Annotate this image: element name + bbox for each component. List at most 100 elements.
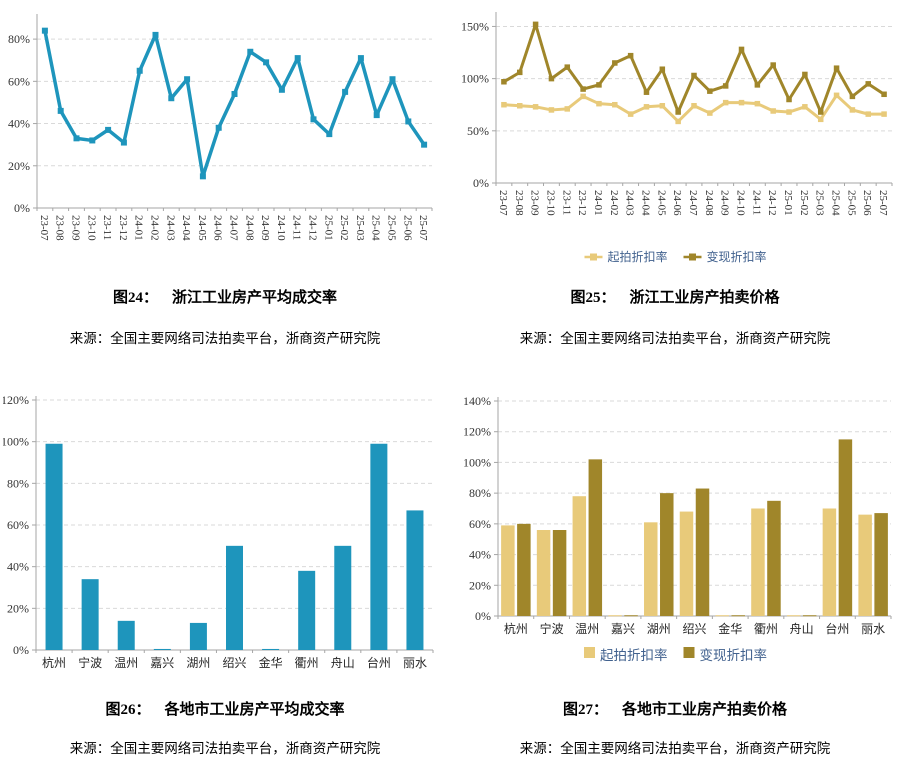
svg-text:25-06: 25-06 (401, 215, 413, 241)
svg-text:杭州: 杭州 (503, 621, 527, 636)
svg-text:绍兴: 绍兴 (682, 622, 706, 636)
fig27-caption-title: 各地市工业房产拍卖价格 (622, 702, 788, 718)
svg-text:25-02: 25-02 (338, 215, 350, 241)
fig24-source: 来源：全国主要网络司法拍卖平台，浙商资产研究院 (69, 331, 381, 346)
svg-text:25-05: 25-05 (385, 215, 397, 241)
fig26-axes: 0% 20% 40% 60% 80% 100% 120% (3, 393, 433, 657)
svg-text:台州: 台州 (825, 621, 849, 636)
fig24-line-chart: 0%20%40%60%80%23-07 23-08 23-09 23-10 23-11 2… (8, 14, 432, 241)
svg-text:变现折扣率: 变现折扣率 (706, 249, 766, 264)
fig26-caption: 图26： 各地市工业房产平均成交率 (105, 698, 344, 719)
svg-text:120%: 120% (463, 425, 491, 439)
svg-text:湖州: 湖州 (186, 655, 210, 670)
fig26-bar-chart: 0% 20% 40% 60% 80% 100% 120% 杭州 宁波 温州 嘉兴 湖州 绍兴 金华 衢州 舟山… (3, 393, 433, 670)
fig26-x-labels: 杭州 宁波 温州 嘉兴 湖州 绍兴 金华 衢州 舟山 台州 丽水 (42, 655, 427, 670)
svg-text:23-09: 23-09 (528, 190, 540, 216)
svg-text:25-03: 25-03 (813, 190, 825, 216)
svg-text:24-06: 24-06 (211, 215, 223, 241)
svg-text:丽水: 丽水 (402, 656, 426, 670)
svg-text:24-08: 24-08 (702, 190, 714, 216)
fig24-caption-label: 图24： (112, 290, 158, 306)
fig24-caption: 图24： 浙江工业房产平均成交率 (113, 286, 337, 307)
svg-text:23-07: 23-07 (496, 190, 508, 216)
svg-text:金华: 金华 (258, 655, 282, 670)
svg-text:25-01: 25-01 (782, 190, 794, 216)
figure-26-panel: 0% 20% 40% 60% 80% 100% 120% 杭州 宁波 温州 嘉兴 湖州 绍兴 金华 衢州 舟山… (0, 386, 450, 757)
svg-text:宁波: 宁波 (78, 655, 102, 670)
fig25-axes: 0% 50% 100% 150% (461, 12, 892, 190)
svg-text:金华: 金华 (718, 621, 742, 636)
svg-text:24-03: 24-03 (164, 215, 176, 241)
svg-text:嘉兴: 嘉兴 (611, 622, 635, 636)
svg-text:衢州: 衢州 (294, 656, 318, 670)
fig27-axes: 0% 20% 40% 60% 80% 100% 120% 140% (463, 394, 891, 623)
fig25-source: 来源：全国主要网络司法拍卖平台，浙商资产研究院 (519, 331, 831, 346)
svg-text:100%: 100% (463, 455, 491, 469)
svg-text:24-12: 24-12 (306, 215, 318, 241)
svg-text:40%: 40% (469, 548, 491, 562)
svg-text:0%: 0% (473, 176, 489, 190)
fig25-line-chart: 0%50%100%150%23-07 23-08 23-09 23-10 23-11 23… (461, 12, 892, 264)
svg-text:丽水: 丽水 (861, 622, 885, 636)
svg-text:24-02: 24-02 (607, 190, 619, 216)
svg-text:25-05: 25-05 (845, 190, 857, 216)
svg-text:0%: 0% (13, 643, 29, 657)
fig25-legend: 起拍折扣率 变现折扣率 (584, 249, 766, 264)
fig27-legend: 起拍折扣率 变现折扣率 (583, 647, 767, 663)
svg-text:24-11: 24-11 (750, 190, 762, 215)
svg-text:24-04: 24-04 (639, 190, 651, 216)
fig26-series (45, 443, 423, 650)
svg-text:24-09: 24-09 (718, 190, 730, 216)
fig27-series (500, 439, 888, 617)
svg-text:24-10: 24-10 (274, 215, 286, 241)
svg-text:杭州: 杭州 (42, 655, 66, 670)
svg-text:25-07: 25-07 (877, 190, 889, 216)
fig27-caption-label: 图27： (562, 702, 608, 718)
svg-text:50%: 50% (467, 124, 489, 138)
svg-text:衢州: 衢州 (753, 622, 777, 636)
fig25-caption-label: 图25： (570, 290, 616, 306)
svg-text:25-06: 25-06 (861, 190, 873, 216)
svg-text:120%: 120% (3, 393, 29, 407)
svg-text:24-05: 24-05 (655, 190, 667, 216)
svg-text:24-08: 24-08 (243, 215, 255, 241)
svg-text:20%: 20% (469, 578, 491, 592)
svg-text:40%: 40% (7, 560, 29, 574)
svg-text:0%: 0% (14, 201, 30, 215)
figure-25-panel: 0% 50% 100% 150% 23-07 23-08 23-09 23-10 23-11 23… (450, 4, 900, 386)
svg-text:23-10: 23-10 (544, 190, 556, 216)
svg-text:起拍折扣率: 起拍折扣率 (607, 249, 667, 264)
figure-27-panel: 0% 20% 40% 60% 80% 100% 120% 140% 杭州 宁波 温州 嘉兴 湖州 绍兴 金华… (450, 386, 900, 757)
svg-text:20%: 20% (7, 601, 29, 615)
fig26-caption-label: 图26： (105, 702, 151, 718)
svg-text:20%: 20% (8, 159, 30, 173)
fig25-series (500, 21, 887, 125)
svg-text:24-05: 24-05 (195, 215, 207, 241)
svg-text:24-01: 24-01 (132, 215, 144, 241)
svg-text:60%: 60% (469, 517, 491, 531)
figure-24-panel: 0% 20% 40% 60% 80% 23-07 23-08 23-09 23-10 23-11 2… (0, 4, 450, 386)
svg-text:40%: 40% (8, 117, 30, 131)
svg-text:24-06: 24-06 (671, 190, 683, 216)
svg-text:变现折扣率: 变现折扣率 (699, 647, 767, 663)
svg-text:80%: 80% (7, 476, 29, 490)
svg-text:24-01: 24-01 (591, 190, 603, 216)
svg-text:温州: 温州 (575, 622, 599, 636)
svg-text:嘉兴: 嘉兴 (150, 656, 174, 670)
svg-text:24-02: 24-02 (148, 215, 160, 241)
fig26-source: 来源：全国主要网络司法拍卖平台，浙商资产研究院 (69, 741, 381, 756)
svg-text:25-07: 25-07 (417, 215, 429, 241)
svg-text:23-12: 23-12 (116, 215, 128, 241)
svg-text:25-03: 25-03 (353, 215, 365, 241)
svg-text:0%: 0% (475, 609, 491, 623)
svg-text:台州: 台州 (366, 655, 390, 670)
svg-text:23-09: 23-09 (69, 215, 81, 241)
fig25-x-labels: 23-07 23-08 23-09 23-10 23-11 23-12 24-01 24-02… (496, 190, 888, 216)
svg-text:24-07: 24-07 (687, 190, 699, 216)
svg-text:宁波: 宁波 (539, 621, 563, 636)
svg-text:24-10: 24-10 (734, 190, 746, 216)
svg-text:80%: 80% (8, 32, 30, 46)
fig25-caption: 图25： 浙江工业房产拍卖价格 (570, 286, 779, 307)
fig26-caption-title: 各地市工业房产平均成交率 (164, 702, 345, 718)
